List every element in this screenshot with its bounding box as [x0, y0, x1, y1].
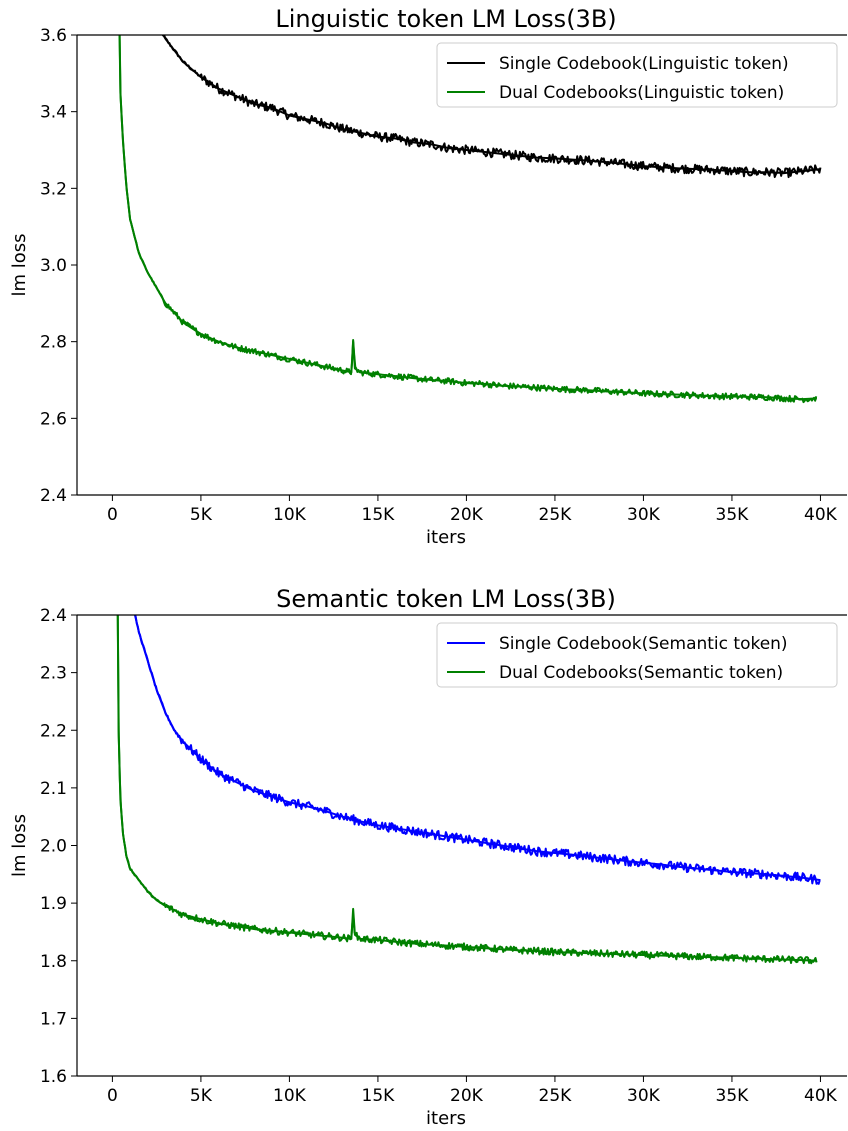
- x-tick-label: 35K: [716, 1086, 750, 1106]
- y-axis-label: lm loss: [9, 233, 30, 296]
- x-tick-label: 15K: [362, 505, 396, 525]
- x-tick-label: 5K: [190, 1086, 213, 1106]
- legend-entry: Dual Codebooks(Linguistic token): [499, 83, 784, 103]
- y-tick-label: 3.6: [40, 26, 67, 46]
- y-tick-label: 2.0: [40, 837, 67, 857]
- x-tick-label: 30K: [627, 1086, 661, 1106]
- y-axis-label: lm loss: [9, 814, 30, 877]
- chart-title: Semantic token LM Loss(3B): [276, 585, 616, 613]
- x-tick-label: 5K: [190, 505, 213, 525]
- y-tick-label: 1.8: [40, 952, 67, 972]
- y-tick-label: 2.6: [40, 409, 67, 429]
- legend-box: [436, 42, 838, 108]
- x-tick-label: 0: [107, 505, 118, 525]
- x-tick-label: 40K: [804, 1086, 838, 1106]
- series-trend-0: [162, 35, 821, 174]
- x-tick-label: 40K: [804, 505, 838, 525]
- x-axis-label: iters: [426, 1108, 466, 1129]
- chart-linguistic-loss: 0 5K 10K 15K 20K 25K 30K 35K 40K 2.4 2.6 2.8 3.0 3.2 3…: [9, 5, 847, 548]
- legend-entry: Single Codebook(Linguistic token): [499, 54, 789, 74]
- x-tick-label: 25K: [539, 1086, 573, 1106]
- x-tick-label: 35K: [716, 505, 750, 525]
- series-trend-0: [133, 615, 821, 882]
- x-tick-label: 15K: [362, 1086, 396, 1106]
- y-tick-label: 3.0: [40, 256, 67, 276]
- x-tick-label: 20K: [450, 1086, 484, 1106]
- x-tick-label: 20K: [450, 505, 484, 525]
- y-tick-label: 2.3: [40, 664, 67, 684]
- series-trend-1: [116, 615, 817, 962]
- series-group: [116, 615, 821, 965]
- legend: Single Codebook(Linguistic token) Dual Co…: [436, 42, 838, 108]
- x-axis-label: iters: [426, 527, 466, 548]
- x-tick-label: 30K: [627, 505, 661, 525]
- y-tick-label: 2.1: [40, 779, 67, 799]
- legend-entry: Single Codebook(Semantic token): [499, 634, 788, 654]
- series-line-1: [116, 615, 818, 965]
- y-tick-label: 2.2: [40, 721, 67, 741]
- series-line-0: [161, 35, 822, 179]
- x-tick-label: 10K: [273, 1086, 307, 1106]
- legend: Single Codebook(Semantic token) Dual Code…: [436, 622, 838, 688]
- legend-box: [436, 622, 838, 688]
- series-group: [118, 35, 822, 404]
- y-tick-label: 2.4: [40, 486, 67, 506]
- y-tick-label: 3.4: [40, 103, 67, 123]
- y-tick-label: 1.6: [40, 1067, 67, 1087]
- series-trend-1: [118, 35, 817, 401]
- y-tick-label: 1.7: [40, 1009, 67, 1029]
- chart-title: Linguistic token LM Loss(3B): [275, 5, 616, 33]
- y-tick-label: 2.4: [40, 606, 67, 626]
- legend-entry: Dual Codebooks(Semantic token): [499, 663, 783, 683]
- y-tick-label: 2.8: [40, 333, 67, 353]
- y-tick-label: 3.2: [40, 179, 67, 199]
- x-tick-label: 0: [107, 1086, 118, 1106]
- y-tick-label: 1.9: [40, 894, 67, 914]
- chart-semantic-loss: 0 5K 10K 15K 20K 25K 30K 35K 40K 1.6 1.7 1.8 1.9 2.0 2…: [9, 585, 847, 1129]
- x-tick-label: 25K: [539, 505, 573, 525]
- x-tick-label: 10K: [273, 505, 307, 525]
